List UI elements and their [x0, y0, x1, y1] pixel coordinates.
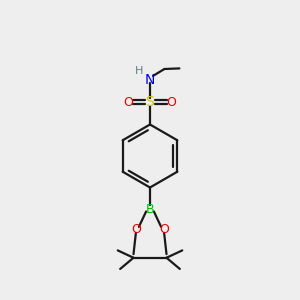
Text: H: H	[135, 65, 144, 76]
Text: B: B	[146, 202, 154, 216]
Text: O: O	[124, 95, 133, 109]
Text: N: N	[145, 73, 155, 86]
Text: O: O	[167, 95, 176, 109]
Text: O: O	[159, 223, 169, 236]
Text: S: S	[146, 95, 154, 109]
Text: O: O	[131, 223, 141, 236]
